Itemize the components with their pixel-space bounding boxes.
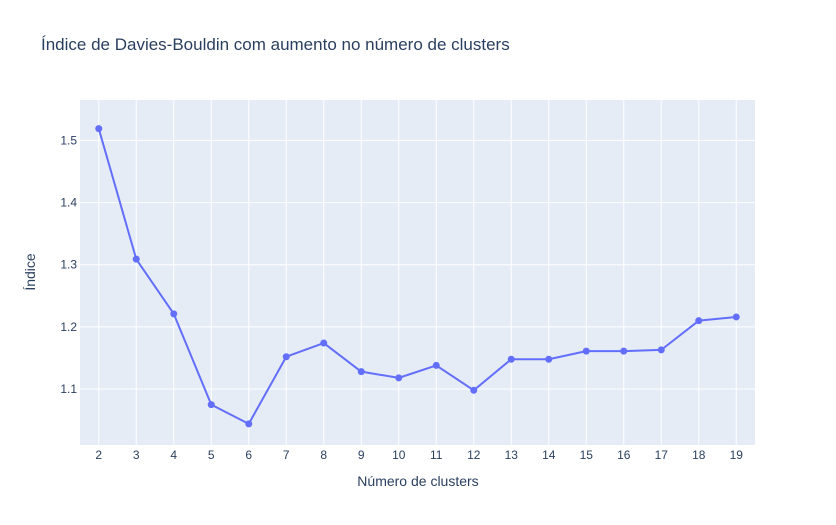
series-line <box>97 128 737 425</box>
x-tick-label: 16 <box>617 448 631 462</box>
x-tick-label: 5 <box>208 448 215 462</box>
y-axis-title: Índice <box>22 253 38 291</box>
x-tick-label: 6 <box>245 448 252 462</box>
x-tick-label: 12 <box>467 448 481 462</box>
data-point <box>282 353 290 361</box>
data-point <box>507 355 515 363</box>
data-point <box>170 310 178 318</box>
x-tick-label: 17 <box>655 448 669 462</box>
data-point <box>245 420 253 428</box>
data-point <box>657 346 665 354</box>
x-tick-label: 11 <box>430 448 443 462</box>
x-tick-labels: 2 3 4 5 6 7 8 9 10 11 12 13 14 15 16 17 18 19 <box>95 448 743 462</box>
y-tick-label: 1.5 <box>60 133 77 147</box>
data-point <box>95 125 103 133</box>
x-tick-label: 19 <box>730 448 744 462</box>
data-point <box>582 347 590 355</box>
y-tick-label: 1.4 <box>60 196 77 210</box>
data-point <box>357 368 365 376</box>
data-point <box>732 313 740 321</box>
x-tick-label: 18 <box>692 448 706 462</box>
data-point <box>620 347 628 355</box>
grid <box>80 100 755 445</box>
y-tick-label: 1.2 <box>60 320 77 334</box>
x-tick-label: 13 <box>505 448 519 462</box>
x-axis-title: Número de clusters <box>357 473 478 489</box>
data-points <box>95 125 740 428</box>
chart-title: Índice de Davies-Bouldin com aumento no … <box>41 35 510 54</box>
x-tick-label: 3 <box>133 448 140 462</box>
data-point <box>695 317 703 325</box>
plot-background <box>80 100 755 445</box>
data-point <box>207 401 215 409</box>
x-tick-label: 2 <box>95 448 102 462</box>
x-tick-label: 9 <box>358 448 365 462</box>
x-tick-label: 8 <box>320 448 327 462</box>
x-tick-label: 15 <box>580 448 594 462</box>
x-tick-label: 14 <box>542 448 556 462</box>
y-tick-label: 1.1 <box>60 382 77 396</box>
x-tick-label: 7 <box>283 448 290 462</box>
data-point <box>545 355 553 363</box>
x-tick-label: 10 <box>392 448 406 462</box>
y-tick-label: 1.3 <box>60 258 77 272</box>
data-point <box>432 361 440 369</box>
data-point <box>320 339 328 347</box>
data-point <box>132 255 140 263</box>
y-tick-labels: 1.1 1.2 1.3 1.4 1.5 <box>60 133 77 396</box>
data-point <box>470 386 478 394</box>
data-point <box>395 374 403 382</box>
x-tick-label: 4 <box>170 448 177 462</box>
